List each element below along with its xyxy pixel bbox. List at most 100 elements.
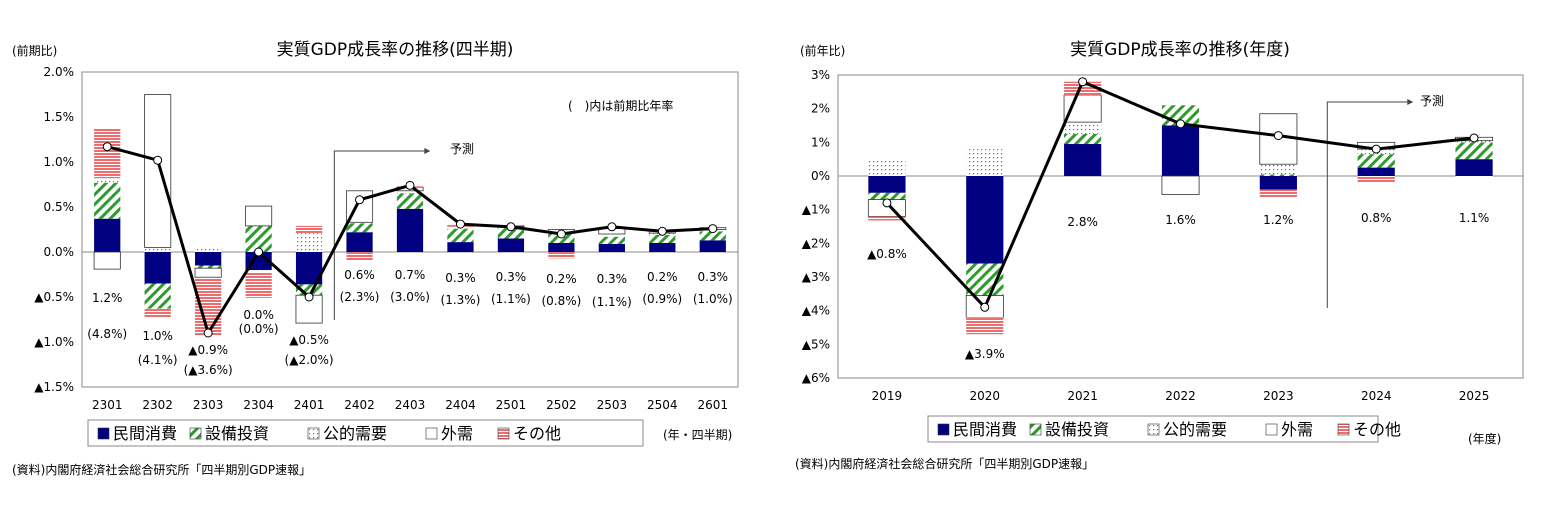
right-source: (資料)内閣府経済社会総合研究所「四半期別GDP速報」 bbox=[795, 456, 1094, 471]
x-tick-label: 2022 bbox=[1165, 389, 1196, 403]
bar-consumption bbox=[598, 243, 625, 252]
forecast-arrow-icon bbox=[1407, 99, 1414, 105]
bar-capex bbox=[144, 283, 171, 309]
bar-public-demand bbox=[396, 190, 424, 194]
y-tick-label: 0% bbox=[811, 169, 830, 183]
right-forecast-label: 予測 bbox=[1420, 94, 1444, 108]
bar-external-demand bbox=[194, 267, 222, 278]
forecast-bracket bbox=[1326, 101, 1408, 308]
y-tick-label: 2% bbox=[811, 102, 830, 116]
bar-capex bbox=[195, 265, 222, 269]
right-chart: 3% 2% 1% 0% ▲1% ▲2% ▲3% ▲4% ▲5% ▲6% 2019 ▲0.8% 2020 ▲… bbox=[802, 68, 1524, 443]
annualized-label: (2.3%) bbox=[340, 290, 380, 304]
right-title: 実質GDP成長率の推移(年度) bbox=[1070, 40, 1290, 60]
bar-capex bbox=[1357, 154, 1395, 168]
legend-label-other: その他 bbox=[513, 424, 561, 443]
legend-label-public-demand: 公的需要 bbox=[323, 424, 387, 443]
x-tick-label: 2019 bbox=[872, 389, 903, 403]
x-tick-label: 2023 bbox=[1263, 389, 1294, 403]
legend-swatch-capex bbox=[189, 427, 202, 440]
value-label: 0.6% bbox=[344, 268, 375, 282]
annualized-label: (3.0%) bbox=[390, 290, 430, 304]
bar-other bbox=[1259, 189, 1297, 198]
legend-swatch-public-demand bbox=[307, 427, 320, 440]
gdp-point bbox=[1078, 77, 1088, 87]
gdp-point bbox=[980, 302, 990, 312]
annualized-label: (4.8%) bbox=[87, 327, 127, 341]
value-label: ▲0.5% bbox=[289, 333, 329, 347]
value-label: 0.3% bbox=[445, 271, 476, 285]
bar-capex bbox=[1064, 133, 1102, 145]
value-label: 1.0% bbox=[142, 329, 173, 343]
x-tick-label: 2504 bbox=[647, 398, 678, 412]
bar-public-demand bbox=[1259, 164, 1297, 175]
x-tick-label: 2020 bbox=[970, 389, 1001, 403]
bar-other bbox=[548, 252, 575, 259]
bar-other bbox=[1455, 176, 1493, 178]
bar-capex bbox=[548, 234, 575, 243]
plot-frame bbox=[81, 71, 739, 388]
gdp-point bbox=[1273, 131, 1283, 141]
right-xlabel: (年度) bbox=[1468, 431, 1501, 446]
value-label: 1.2% bbox=[92, 291, 123, 305]
bar-public-demand bbox=[195, 247, 222, 252]
gdp-point bbox=[1371, 144, 1381, 154]
bar-other bbox=[1357, 176, 1395, 183]
left-note: ( )内は前期比年率 bbox=[568, 98, 673, 113]
y-tick-label: 1% bbox=[811, 135, 830, 149]
bar-consumption bbox=[94, 218, 121, 252]
y-tick-label: ▲2% bbox=[802, 236, 830, 250]
x-tick-label: 2601 bbox=[697, 398, 728, 412]
y-tick-label: ▲3% bbox=[802, 270, 830, 284]
legend-label-capex: 設備投資 bbox=[205, 424, 269, 443]
annualized-label: (1.1%) bbox=[491, 292, 531, 306]
legend-label-public-demand: 公的需要 bbox=[1163, 420, 1227, 439]
x-tick-label: 2301 bbox=[92, 398, 123, 412]
x-tick-label: 2025 bbox=[1459, 389, 1490, 403]
annualized-label: (1.0%) bbox=[693, 292, 733, 306]
bar-other bbox=[295, 225, 323, 234]
bar-other bbox=[144, 308, 171, 318]
gdp-point bbox=[304, 292, 314, 302]
bar-capex bbox=[649, 234, 676, 243]
bar-capex bbox=[699, 231, 726, 241]
legend-swatch-consumption bbox=[937, 423, 950, 436]
bar-capex bbox=[1259, 174, 1297, 176]
legend-label-other: その他 bbox=[1353, 420, 1401, 439]
y-tick-label: 3% bbox=[811, 68, 830, 82]
bar-consumption bbox=[346, 232, 373, 252]
bar-capex bbox=[497, 227, 525, 239]
value-label: 1.6% bbox=[1165, 213, 1196, 227]
gdp-point bbox=[102, 142, 112, 152]
annualized-label: (▲2.0%) bbox=[285, 353, 334, 367]
forecast-arrow-icon bbox=[424, 148, 431, 154]
x-tick-label: 2501 bbox=[496, 398, 527, 412]
x-tick-label: 2304 bbox=[243, 398, 274, 412]
left-source: (資料)内閣府経済社会総合研究所「四半期別GDP速報」 bbox=[12, 462, 311, 477]
y-tick-label: ▲1.0% bbox=[34, 335, 74, 349]
y-tick-label: ▲6% bbox=[802, 371, 830, 385]
bar-consumption bbox=[548, 243, 575, 252]
bar-capex bbox=[346, 223, 373, 233]
bar-capex bbox=[598, 236, 625, 244]
legend-label-external-demand: 外需 bbox=[441, 424, 473, 443]
bar-external-demand bbox=[245, 205, 273, 227]
gdp-point bbox=[1469, 133, 1479, 143]
gdp-point bbox=[1176, 119, 1185, 129]
bar-public-demand bbox=[1064, 122, 1102, 134]
y-tick-label: 1.5% bbox=[44, 110, 75, 124]
bar-capex bbox=[295, 284, 323, 296]
x-tick-label: 2503 bbox=[597, 398, 628, 412]
value-label: 1.1% bbox=[1459, 211, 1490, 225]
bar-consumption bbox=[1455, 159, 1493, 176]
value-label: 0.3% bbox=[496, 270, 527, 284]
gdp-point bbox=[882, 198, 892, 208]
bar-consumption bbox=[396, 208, 424, 252]
x-tick-label: 2024 bbox=[1361, 389, 1392, 403]
annualized-label: (▲3.6%) bbox=[184, 363, 233, 377]
annualized-label: (1.1%) bbox=[592, 295, 632, 309]
bar-public-demand bbox=[868, 159, 906, 176]
x-tick-label: 2404 bbox=[445, 398, 476, 412]
value-label: ▲0.8% bbox=[867, 247, 907, 261]
